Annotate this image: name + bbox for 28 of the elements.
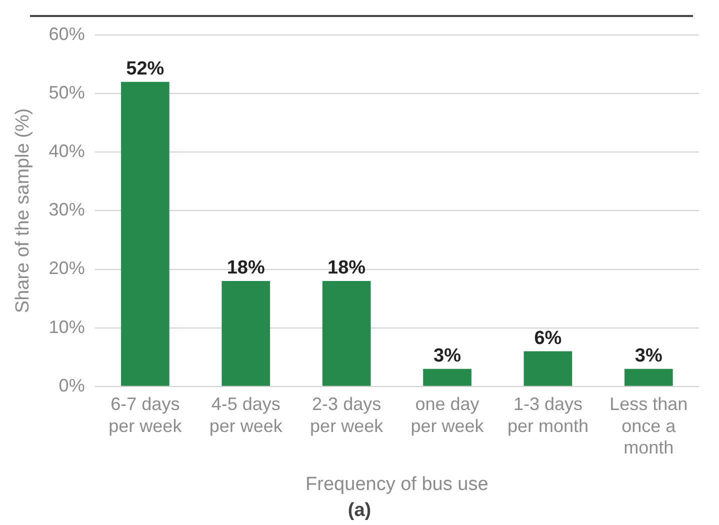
bar bbox=[524, 351, 572, 386]
text: (a) bbox=[346, 500, 372, 522]
y-tick-label: 60% bbox=[48, 24, 85, 44]
bar bbox=[624, 368, 673, 386]
x-tick-label: Less than once a month bbox=[610, 394, 688, 458]
data-label: 6% bbox=[534, 328, 562, 349]
x-tick-label: 1-3 days per month bbox=[507, 394, 588, 436]
y-tick-label: 30% bbox=[48, 200, 85, 220]
x-tick-label: one day per week bbox=[410, 394, 485, 436]
data-label: 3% bbox=[634, 346, 662, 367]
y-tick-label: 0% bbox=[58, 375, 85, 396]
y-tick-label: 50% bbox=[48, 82, 85, 103]
data-label: 18% bbox=[328, 258, 366, 279]
data-label: 52% bbox=[126, 58, 164, 80]
data-label: 18% bbox=[226, 258, 265, 279]
y-tick-label: 10% bbox=[48, 316, 85, 337]
y-axis-title: Share of the sample (%) bbox=[12, 108, 34, 314]
data-label: 3% bbox=[434, 346, 462, 367]
x-tick-label: 6-7 days per week bbox=[108, 394, 183, 436]
y-tick-label: 40% bbox=[48, 141, 85, 162]
x-tick-label: 4-5 days per week bbox=[209, 394, 284, 436]
x-axis-title: Frequency of bus use bbox=[306, 474, 488, 495]
bar bbox=[322, 280, 371, 386]
x-tick-label: 2-3 days per week bbox=[310, 394, 384, 436]
y-tick-label: 20% bbox=[48, 258, 85, 278]
bar bbox=[121, 82, 170, 386]
bar bbox=[423, 368, 472, 386]
bar bbox=[222, 280, 270, 386]
